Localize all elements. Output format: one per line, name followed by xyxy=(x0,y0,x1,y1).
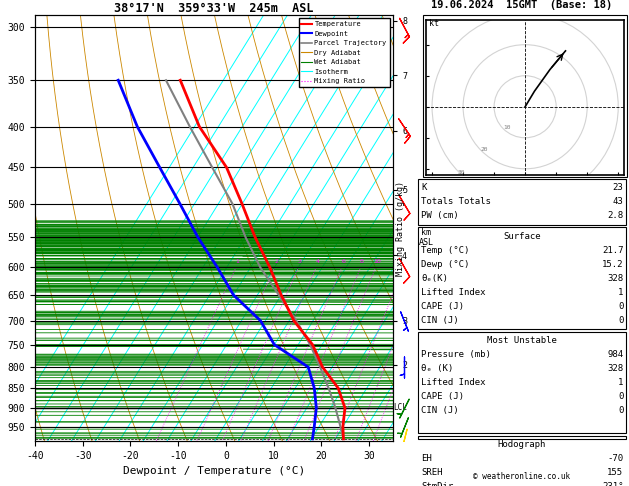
Text: 2: 2 xyxy=(274,260,278,264)
Text: Mixing Ratio (g/kg): Mixing Ratio (g/kg) xyxy=(396,180,405,276)
Text: Lifted Index: Lifted Index xyxy=(421,288,486,296)
Text: 0: 0 xyxy=(618,302,623,311)
Text: 2.8: 2.8 xyxy=(607,211,623,220)
Text: CIN (J): CIN (J) xyxy=(421,406,459,415)
Text: StmDir: StmDir xyxy=(421,482,454,486)
Text: 328: 328 xyxy=(607,274,623,283)
Legend: Temperature, Dewpoint, Parcel Trajectory, Dry Adiabat, Wet Adiabat, Isotherm, Mi: Temperature, Dewpoint, Parcel Trajectory… xyxy=(299,18,389,87)
Text: θₑ (K): θₑ (K) xyxy=(421,364,454,373)
Text: Dewp (°C): Dewp (°C) xyxy=(421,260,470,269)
Text: θₑ(K): θₑ(K) xyxy=(421,274,448,283)
Text: CAPE (J): CAPE (J) xyxy=(421,302,464,311)
Text: 6: 6 xyxy=(342,260,345,264)
Text: Surface: Surface xyxy=(503,232,541,241)
Text: 10: 10 xyxy=(373,260,381,264)
Text: 0: 0 xyxy=(618,406,623,415)
Text: kt: kt xyxy=(429,19,439,28)
Text: 20: 20 xyxy=(481,147,488,153)
Text: 1: 1 xyxy=(235,260,240,264)
Text: 4: 4 xyxy=(316,260,320,264)
X-axis label: Dewpoint / Temperature (°C): Dewpoint / Temperature (°C) xyxy=(123,466,305,476)
Y-axis label: km
ASL: km ASL xyxy=(419,228,434,247)
Text: Hodograph: Hodograph xyxy=(498,440,546,449)
Text: 43: 43 xyxy=(613,197,623,207)
Text: 19.06.2024  15GMT  (Base: 18): 19.06.2024 15GMT (Base: 18) xyxy=(431,0,613,10)
Text: K: K xyxy=(421,183,426,192)
Y-axis label: hPa: hPa xyxy=(0,218,2,238)
Text: PW (cm): PW (cm) xyxy=(421,211,459,220)
Title: 38°17'N  359°33'W  245m  ASL: 38°17'N 359°33'W 245m ASL xyxy=(114,2,314,15)
Text: 8: 8 xyxy=(360,260,364,264)
Text: 0: 0 xyxy=(618,392,623,401)
Text: Pressure (mb): Pressure (mb) xyxy=(421,350,491,359)
Text: 3: 3 xyxy=(298,260,302,264)
Text: Totals Totals: Totals Totals xyxy=(421,197,491,207)
Text: 0: 0 xyxy=(618,315,623,325)
Text: Temp (°C): Temp (°C) xyxy=(421,245,470,255)
Text: 155: 155 xyxy=(607,469,623,477)
Text: 23: 23 xyxy=(613,183,623,192)
Text: Most Unstable: Most Unstable xyxy=(487,336,557,345)
Text: LCL: LCL xyxy=(393,403,407,413)
Text: 328: 328 xyxy=(607,364,623,373)
Text: Lifted Index: Lifted Index xyxy=(421,378,486,387)
Text: CIN (J): CIN (J) xyxy=(421,315,459,325)
Text: -70: -70 xyxy=(607,454,623,463)
Text: 10: 10 xyxy=(503,125,510,130)
Text: 1: 1 xyxy=(618,288,623,296)
Text: 1: 1 xyxy=(618,378,623,387)
Text: CAPE (J): CAPE (J) xyxy=(421,392,464,401)
Text: 984: 984 xyxy=(607,350,623,359)
Text: EH: EH xyxy=(421,454,432,463)
Text: © weatheronline.co.uk: © weatheronline.co.uk xyxy=(474,472,571,481)
Text: 15.2: 15.2 xyxy=(602,260,623,269)
Text: 21.7: 21.7 xyxy=(602,245,623,255)
Text: SREH: SREH xyxy=(421,469,443,477)
Text: 231°: 231° xyxy=(602,482,623,486)
Text: 30: 30 xyxy=(458,170,465,175)
